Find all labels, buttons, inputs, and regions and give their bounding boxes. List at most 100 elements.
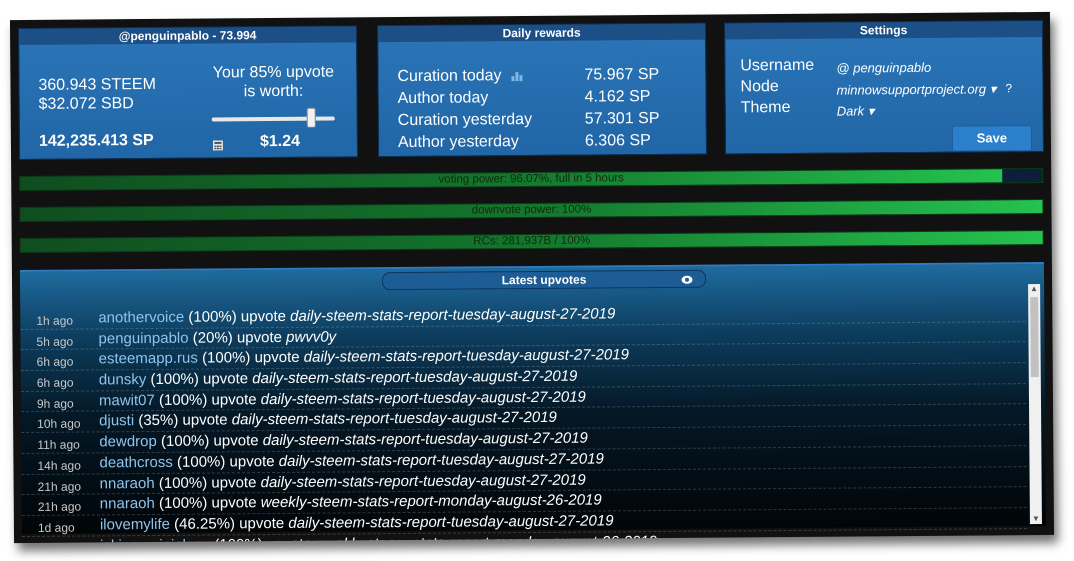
username-label: Username — [740, 56, 815, 75]
upvote-percent: (100%) upvote — [201, 349, 300, 367]
app-window: @penguinpablo - 73.994 360.943 STEEM $32… — [9, 11, 1055, 544]
upvote-time: 1h ago — [36, 313, 74, 328]
upvote-percent: (100%) upvote — [188, 307, 287, 326]
upvote-entry: deathcross (100%) upvote daily-steem-sta… — [99, 449, 604, 472]
upvote-user-link[interactable]: dewdrop — [99, 433, 157, 451]
upvote-post-link[interactable]: weekly-steem-stats-report-monday-august-… — [315, 532, 658, 544]
calculator-icon[interactable] — [212, 137, 223, 151]
upvote-post-link[interactable]: daily-steem-stats-report-tuesday-august-… — [303, 346, 629, 367]
account-panel: @penguinpablo - 73.994 360.943 STEEM $32… — [18, 25, 359, 161]
save-button[interactable]: Save — [951, 125, 1033, 152]
author-today-label: Author today — [397, 89, 489, 108]
upvote-user-link[interactable]: penguinpablo — [98, 329, 189, 348]
upvote-time: 21h ago — [37, 499, 82, 515]
upvote-percent: (20%) upvote — [192, 328, 283, 347]
upvote-post-link[interactable]: daily-steem-stats-report-tuesday-august-… — [290, 305, 616, 325]
upvote-entry: dewdrop (100%) upvote daily-steem-stats-… — [99, 429, 588, 452]
upvote-user-link[interactable]: dunsky — [98, 371, 147, 389]
curation-today-label: Curation today — [397, 67, 502, 86]
upvote-entry: djusti (35%) upvote daily-steem-stats-re… — [99, 408, 557, 431]
upvote-time: 5h ago — [36, 334, 74, 349]
rcs-bar: RCs: 281,937B / 100% — [19, 229, 1044, 254]
upvote-time: 1d ago — [38, 539, 100, 543]
upvote-post-link[interactable]: daily-steem-stats-report-tuesday-august-… — [262, 429, 588, 450]
upvote-time: 1d ago — [37, 520, 75, 535]
upvote-time: 9h ago — [36, 396, 74, 411]
theme-select[interactable]: Dark ▾ — [836, 103, 875, 119]
voting-power-bar: voting power: 96.07%, full in 5 hours — [19, 167, 1044, 192]
upvote-percent: (100%) upvote — [158, 473, 257, 492]
eye-icon[interactable] — [681, 273, 693, 284]
author-yesterday-label: Author yesterday — [397, 133, 519, 152]
upvote-entry: mawit07 (100%) upvote daily-steem-stats-… — [99, 387, 586, 410]
upvote-entry: dunsky (100%) upvote daily-steem-stats-r… — [99, 367, 578, 390]
upvote-user-link[interactable]: anothervoice — [98, 308, 185, 327]
upvote-time: 6h ago — [36, 354, 74, 370]
node-help-icon[interactable]: ? — [1005, 81, 1013, 96]
upvote-time: 10h ago — [37, 416, 81, 432]
latest-upvotes-header: Latest upvotes — [381, 269, 707, 291]
settings-panel: Settings Username @ penguinpablo Node mi… — [724, 19, 1045, 155]
steem-balance: 360.943 STEEM — [38, 75, 156, 94]
upvote-time: 6h ago — [36, 375, 74, 390]
latest-upvotes-title: Latest upvotes — [501, 272, 587, 288]
author-yesterday-value: 6.306 SP — [584, 132, 651, 150]
voting-power-label: voting power: 96.07%, full in 5 hours — [438, 172, 624, 186]
node-label: Node — [740, 78, 779, 96]
node-select[interactable]: minnowsupportproject.org ▾ — [836, 81, 997, 98]
daily-rewards-panel: Daily rewards Curation today 75.967 SP A… — [377, 22, 708, 158]
upvote-entry: nnaraoh (100%) upvote daily-steem-stats-… — [100, 470, 586, 493]
author-today-value: 4.162 SP — [584, 88, 651, 106]
upvote-percent: (46.25%) upvote — [174, 514, 285, 533]
upvote-post-link[interactable]: daily-steem-stats-report-tuesday-august-… — [231, 409, 557, 429]
upvote-post-link[interactable]: weekly-steem-stats-report-monday-august-… — [260, 491, 602, 512]
downvote-power-bar: downvote power: 100% — [19, 198, 1044, 223]
upvote-label-line1: Your 85% upvote — [212, 63, 335, 82]
username-value[interactable]: @ penguinpablo — [836, 59, 932, 76]
upvote-user-link[interactable]: nnaraoh — [99, 474, 155, 492]
account-header: @penguinpablo - 73.994 — [19, 26, 357, 46]
upvote-time: 14h ago — [37, 458, 81, 473]
upvote-user-link[interactable]: nnaraoh — [99, 495, 155, 513]
upvote-user-link[interactable]: ilovemylife — [99, 515, 171, 534]
upvote-percent: (100%) upvote — [160, 432, 259, 451]
settings-header: Settings — [725, 20, 1043, 40]
upvote-entry: penguinpablo (20%) upvote pwvv0y — [98, 327, 336, 348]
theme-label: Theme — [740, 98, 791, 117]
upvote-user-link[interactable]: mawit07 — [98, 391, 155, 410]
upvote-percent: (100%) upvote — [176, 452, 275, 471]
upvote-user-link[interactable]: iskinmaninjelson — [100, 536, 210, 543]
upvote-post-link[interactable]: pwvv0y — [286, 328, 337, 346]
scroll-down-arrow-icon[interactable]: ▼ — [1031, 514, 1040, 524]
scroll-up-arrow-icon[interactable]: ▲ — [1030, 284, 1039, 294]
upvote-list: 1h ago anothervoice (100%) upvote daily-s… — [20, 301, 1028, 544]
upvote-time: 11h ago — [37, 437, 80, 453]
latest-upvotes-panel: Latest upvotes 1h ago anothervoice (100%)… — [19, 261, 1046, 544]
upvote-percent: (100%) upvote — [158, 390, 257, 409]
bar-chart-icon[interactable] — [511, 72, 523, 82]
upvote-percent: (35%) upvote — [138, 411, 228, 430]
upvote-entry: nnaraoh (100%) upvote weekly-steem-stats… — [100, 491, 602, 514]
upvote-entry: esteemapp.rus (100%) upvote daily-steem-… — [99, 346, 629, 369]
upvote-value: $1.24 — [259, 132, 301, 151]
scroll-thumb[interactable] — [1030, 297, 1039, 378]
upvote-percent: (100%) upvote — [214, 535, 312, 543]
upvote-post-link[interactable]: daily-steem-stats-report-tuesday-august-… — [260, 471, 586, 491]
list-scrollbar[interactable]: ▲ ▼ — [1028, 284, 1042, 525]
sbd-balance: $32.072 SBD — [38, 95, 134, 113]
curation-yesterday-label: Curation yesterday — [397, 110, 533, 130]
upvote-post-link[interactable]: daily-steem-stats-report-tuesday-august-… — [278, 450, 604, 470]
upvote-post-link[interactable]: daily-steem-stats-report-tuesday-august-… — [260, 388, 586, 408]
upvote-user-link[interactable]: deathcross — [99, 453, 173, 472]
upvote-user-link[interactable]: esteemapp.rus — [98, 350, 198, 368]
steem-power: 142,235.413 SP — [38, 131, 154, 150]
upvote-post-link[interactable]: daily-steem-stats-report-tuesday-august-… — [288, 512, 614, 532]
upvote-slider-handle[interactable] — [306, 107, 316, 128]
upvote-label-line2: is worth: — [243, 82, 304, 101]
upvote-user-link[interactable]: djusti — [99, 412, 135, 430]
upvote-slider-track[interactable] — [211, 116, 335, 122]
rcs-label: RCs: 281,937B / 100% — [473, 234, 591, 248]
daily-rewards-header: Daily rewards — [378, 23, 706, 43]
upvote-post-link[interactable]: daily-steem-stats-report-tuesday-august-… — [252, 367, 578, 388]
curation-today-value: 75.967 SP — [584, 65, 660, 84]
